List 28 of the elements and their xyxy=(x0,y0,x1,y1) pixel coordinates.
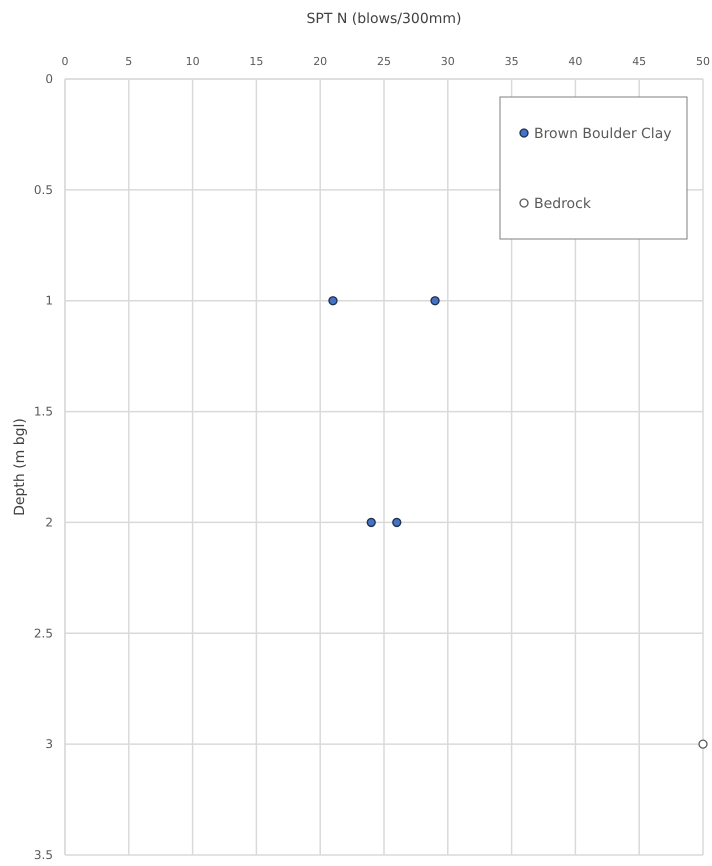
legend-label: Bedrock xyxy=(534,196,592,212)
point xyxy=(366,518,376,528)
x-tick-label: 25 xyxy=(377,55,391,68)
legend-label: Brown Boulder Clay xyxy=(534,126,672,142)
point xyxy=(698,740,708,749)
x-tick-label: 10 xyxy=(186,55,200,68)
y-tick-label: 1.5 xyxy=(34,404,53,419)
x-tick-label: 45 xyxy=(632,55,646,68)
y-tick-label: 3 xyxy=(45,737,53,752)
y-tick-label: 1 xyxy=(45,294,53,308)
y-tick-label: 3.5 xyxy=(34,848,53,862)
x-tick-label: 30 xyxy=(440,55,455,68)
x-tick-label: 50 xyxy=(696,55,710,68)
y-tick-label: 2 xyxy=(45,515,53,530)
x-tick-label: 0 xyxy=(62,55,68,68)
y-tick-label: 2.5 xyxy=(34,626,53,640)
point xyxy=(392,518,402,528)
x-tick-label: 5 xyxy=(125,55,132,68)
point xyxy=(328,296,338,306)
y-axis-title: Depth (m bgl) xyxy=(12,418,28,516)
x-tick-label: 20 xyxy=(313,55,328,68)
x-tick-label: 40 xyxy=(568,55,582,68)
y-tick-label: 0.5 xyxy=(34,182,53,197)
x-tick-label: 35 xyxy=(504,55,519,68)
y-tick-label: 0 xyxy=(45,72,53,86)
x-tick-label: 15 xyxy=(249,55,264,68)
point xyxy=(430,296,440,306)
x-axis-title: SPT N (blows/300mm) xyxy=(306,11,462,27)
